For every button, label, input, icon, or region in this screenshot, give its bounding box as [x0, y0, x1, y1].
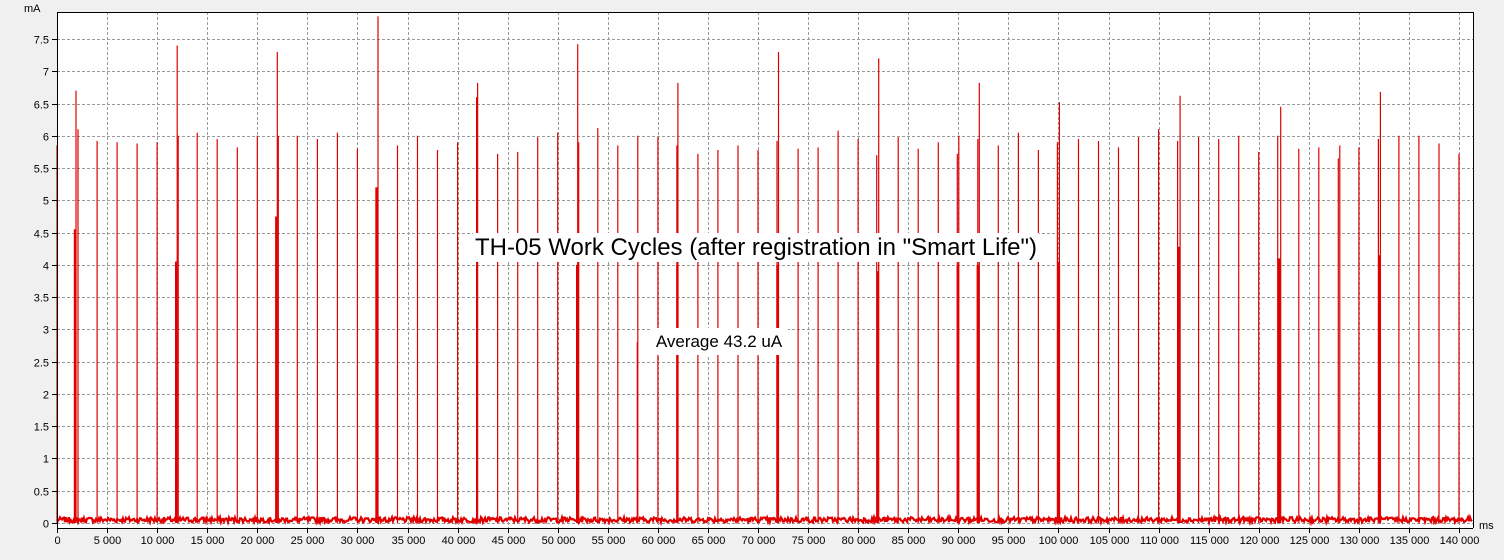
x-tick-label: 95 000	[992, 535, 1026, 547]
axes	[57, 12, 1474, 529]
y-tick-label: 1.5	[34, 422, 49, 434]
x-tick-label: 65 000	[692, 535, 726, 547]
x-tick-label: 110 000	[1140, 535, 1179, 547]
x-tick-label: 90 000	[942, 535, 976, 547]
y-tick-label: 7	[43, 67, 49, 79]
y-tick-label: 1	[43, 454, 49, 466]
y-tick-label: 4	[43, 261, 49, 273]
x-tick-label: 30 000	[341, 535, 375, 547]
title-background	[472, 233, 1040, 262]
y-axis-unit-label: mA	[24, 3, 41, 15]
x-tick-label: 35 000	[392, 535, 426, 547]
x-tick-label: 100 000	[1039, 535, 1079, 547]
x-tick-label: 105 000	[1090, 535, 1130, 547]
signal-baseline	[56, 513, 1473, 527]
x-tick-label: 115 000	[1190, 535, 1229, 547]
y-tick-label: 3	[43, 325, 49, 337]
x-tick-label: 120 000	[1240, 535, 1280, 547]
y-tick-label: 5	[43, 196, 49, 208]
x-tick-label: 15 000	[191, 535, 225, 547]
x-tick-label: 130 000	[1340, 535, 1380, 547]
x-tick-label: 55 000	[592, 535, 626, 547]
x-tick-label: 70 000	[742, 535, 776, 547]
signal-series	[56, 16, 1473, 527]
y-tick-label: 2	[43, 390, 49, 402]
plot-area	[57, 12, 1473, 528]
x-tick-label: 125 000	[1290, 535, 1330, 547]
x-tick-label: 40 000	[442, 535, 476, 547]
x-tick-label: 75 000	[792, 535, 826, 547]
x-axis-ticks: 0 5 000 10 000 15 000 20 000 25 000 30 000 35 0…	[54, 528, 1479, 547]
x-tick-label: 135 000	[1390, 535, 1430, 547]
y-tick-label: 6	[43, 132, 49, 144]
x-tick-label: 85 000	[892, 535, 926, 547]
y-tick-label: 4.5	[34, 229, 49, 241]
x-tick-label: 60 000	[642, 535, 676, 547]
y-tick-label: 0	[43, 519, 49, 531]
y-tick-label: 2.5	[34, 358, 49, 370]
x-tick-label: 0	[54, 535, 60, 547]
x-tick-label: 5 000	[94, 535, 122, 547]
y-axis-ticks: 0 0.5 1 1.5 2 2.5 3 3.5 4 4.5 5 5.5 6 6.5 7 7.5	[34, 35, 57, 531]
average-annotation: Average 43.2 uA	[656, 332, 783, 351]
chart-title: TH-05 Work Cycles (after registration in…	[475, 234, 1037, 261]
x-tick-label: 50 000	[542, 535, 576, 547]
y-tick-label: 5.5	[34, 164, 49, 176]
y-tick-label: 3.5	[34, 293, 49, 305]
x-tick-label: 10 000	[141, 535, 175, 547]
y-tick-label: 6.5	[34, 100, 49, 112]
y-tick-label: 0.5	[34, 487, 49, 499]
x-axis-unit-label: ms	[1479, 520, 1494, 532]
x-tick-label: 80 000	[842, 535, 876, 547]
average-annotation-background	[650, 328, 788, 355]
x-tick-label: 45 000	[492, 535, 526, 547]
x-tick-label: 140 000	[1440, 535, 1480, 547]
x-tick-label: 20 000	[241, 535, 275, 547]
y-tick-label: 7.5	[34, 35, 49, 47]
x-tick-label: 25 000	[291, 535, 325, 547]
